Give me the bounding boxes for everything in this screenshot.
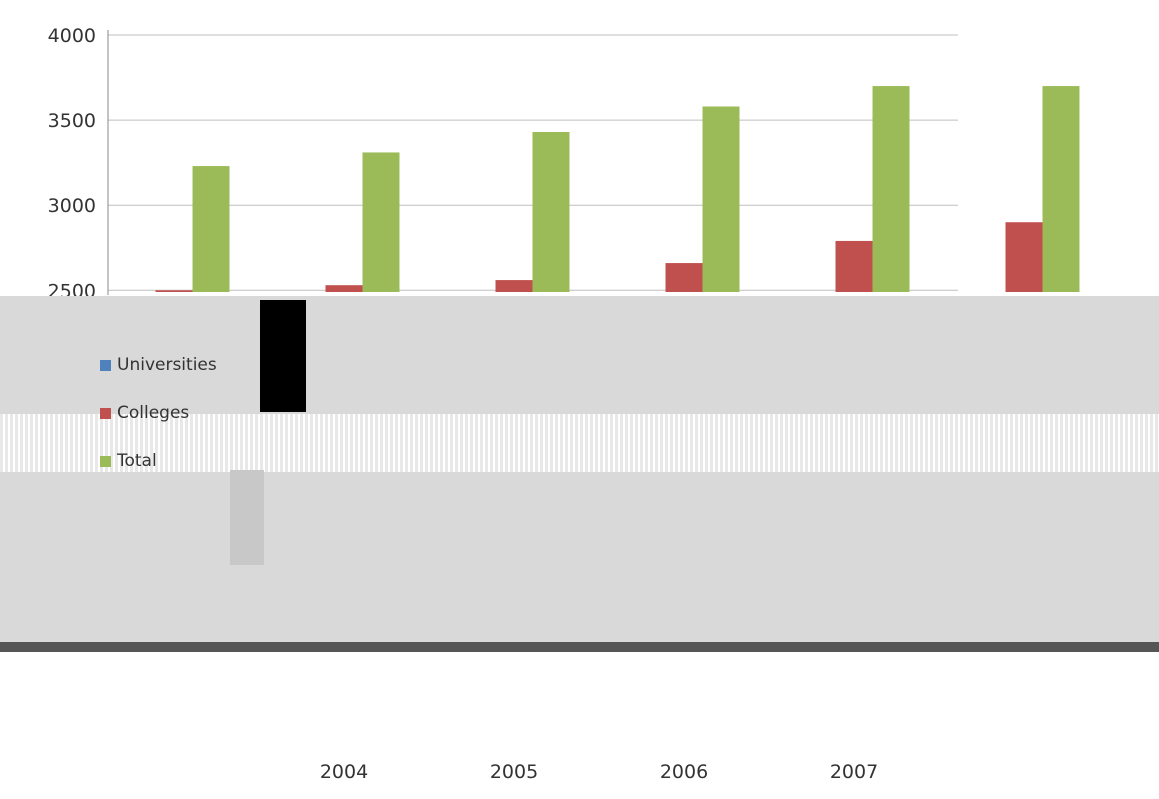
x-tick-label: 2004 bbox=[320, 761, 368, 783]
glitch-band-striped bbox=[0, 414, 1159, 472]
bar-colleges-2005 bbox=[495, 280, 533, 292]
bar-colleges-2006 bbox=[665, 263, 703, 292]
x-axis-tick-labels: 2004 2005 2006 2007 bbox=[320, 761, 878, 783]
bar-total-2004 bbox=[362, 152, 400, 292]
artifact-block-black bbox=[260, 300, 306, 412]
glitch-band-middle bbox=[0, 472, 1159, 642]
bar-total-2007 bbox=[872, 86, 910, 292]
bar-colleges-2004 bbox=[325, 285, 363, 292]
glitch-band-dark bbox=[0, 642, 1159, 652]
y-tick-label: 4000 bbox=[48, 25, 96, 47]
bar-total-2003 bbox=[192, 166, 230, 292]
bar-total-2005 bbox=[532, 132, 570, 292]
legend: Universities Colleges Total bbox=[100, 352, 217, 496]
legend-swatch-universities bbox=[100, 359, 111, 371]
glitch-band-upper bbox=[0, 296, 1159, 414]
bar-colleges-2003 bbox=[155, 290, 193, 292]
y-tick-label: 3000 bbox=[48, 195, 96, 217]
legend-swatch-colleges bbox=[100, 407, 111, 419]
legend-label-total: Total bbox=[117, 451, 157, 471]
artifact-block-gray bbox=[230, 470, 264, 565]
legend-item-total: Total bbox=[100, 448, 217, 474]
x-tick-label: 2006 bbox=[660, 761, 708, 783]
bar-total-2008 bbox=[1042, 86, 1080, 292]
bar-colleges-2007 bbox=[835, 240, 873, 292]
legend-item-colleges: Colleges bbox=[100, 400, 217, 426]
legend-label-colleges: Colleges bbox=[117, 403, 190, 423]
legend-label-universities: Universities bbox=[117, 355, 217, 375]
bar-colleges-2008 bbox=[1005, 222, 1043, 292]
x-tick-label: 2007 bbox=[830, 761, 878, 783]
legend-item-universities: Universities bbox=[100, 352, 217, 378]
legend-swatch-total bbox=[100, 455, 111, 467]
bar-total-2006 bbox=[702, 106, 740, 292]
y-tick-label: 3500 bbox=[48, 110, 96, 132]
x-tick-label: 2005 bbox=[490, 761, 538, 783]
